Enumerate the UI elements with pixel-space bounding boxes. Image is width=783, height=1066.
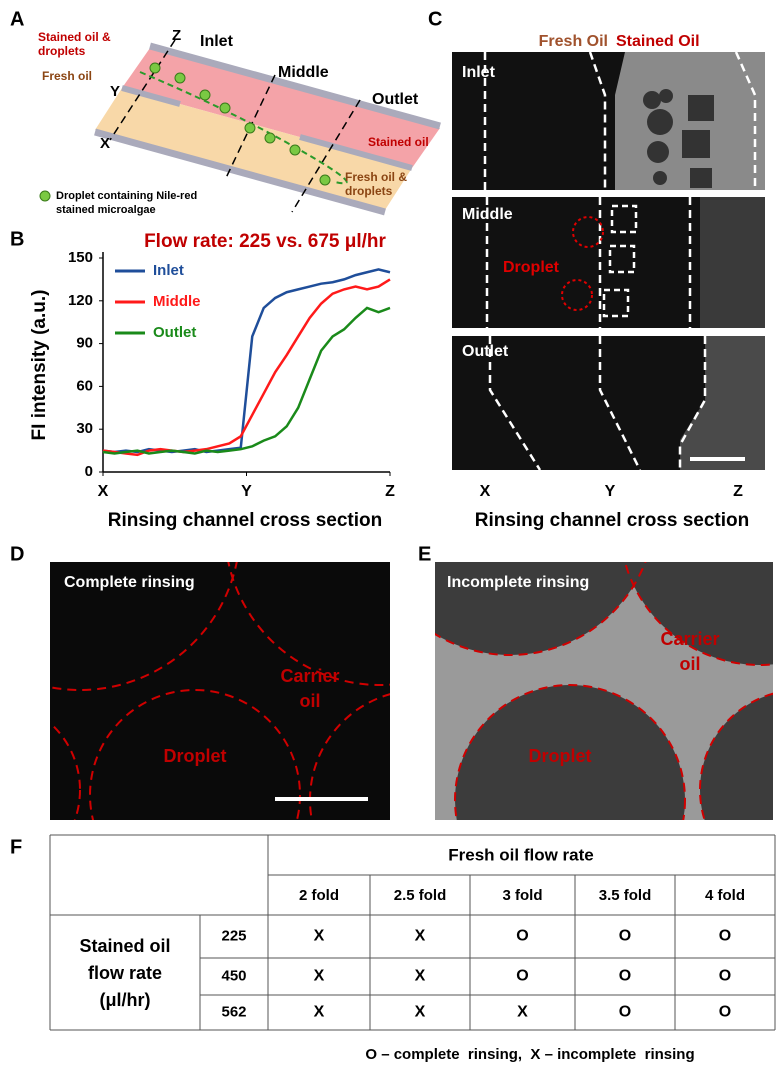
label: Outlet [462, 343, 509, 360]
x-tick-label: Z [385, 483, 395, 500]
label: Outlet [372, 91, 419, 108]
axis-label: X [480, 483, 491, 500]
label: Stained oil & [38, 30, 111, 44]
column-header: 3 fold [503, 887, 543, 904]
table-cell: O [619, 1004, 631, 1021]
table-cell: X [415, 968, 426, 985]
label: Middle [278, 64, 329, 81]
x-axis-title: Rinsing channel cross section [108, 510, 383, 531]
y-tick-label: 30 [76, 420, 93, 437]
table-cell: O [719, 968, 731, 985]
table-cell: X [314, 928, 325, 945]
label: Stained oil [368, 135, 429, 149]
panel-letter: B [10, 228, 24, 250]
panel-letter: A [10, 8, 24, 30]
label: Fresh Oil [539, 33, 608, 50]
table-cell: X [314, 1004, 325, 1021]
legend-label: Outlet [153, 324, 196, 341]
label: Stained Oil [616, 33, 700, 50]
label: Inlet [462, 64, 496, 81]
body: A B C D E F Stained oil & droplets Fresh… [0, 0, 783, 1066]
column-header: 3.5 fold [599, 887, 652, 904]
label: oil [680, 654, 701, 674]
table-cell: O [516, 928, 528, 945]
footnote: O – complete rinsing, X – incomplete rin… [365, 1046, 694, 1063]
axis-label: Y [605, 483, 616, 500]
x-tick-label: Y [241, 483, 252, 500]
row-label: 562 [221, 1003, 246, 1020]
table-cell: O [516, 968, 528, 985]
label: Z [172, 27, 181, 44]
x-tick-label: X [98, 483, 109, 500]
line-chart: Flow rate: 225 vs. 675 μl/hr Rinsing cha… [29, 231, 395, 531]
y-tick-label: 90 [76, 335, 93, 352]
group-header: Fresh oil flow rate [448, 845, 593, 864]
y-tick-label: 150 [68, 249, 93, 266]
row-label: 450 [221, 967, 246, 984]
row-label: 225 [221, 927, 246, 944]
panel-letter: C [428, 8, 442, 30]
label: X [100, 135, 110, 152]
label: droplets [345, 184, 393, 198]
label: Fresh oil & [345, 170, 407, 184]
label: Droplet containing Nile-red [56, 190, 197, 202]
panel-letter: E [418, 543, 431, 565]
axis-title: Rinsing channel cross section [475, 510, 750, 531]
column-header: 4 fold [705, 887, 745, 904]
label: oil [300, 691, 321, 711]
label: Droplet [529, 746, 592, 766]
label: Carrier [660, 629, 719, 649]
legend-label: Inlet [153, 262, 184, 279]
fluorescence-images: Fresh Oil Stained Oil Inlet Middle Outle… [452, 33, 765, 531]
label: Y [110, 83, 120, 100]
y-tick-label: 120 [68, 292, 93, 309]
axis-label: Z [733, 483, 743, 500]
label: Droplet [503, 259, 560, 276]
data-line [103, 279, 390, 454]
label: Carrier [280, 666, 339, 686]
table: Fresh oil flow rate 2 fold 2.5 fold 3 fold 3… [50, 835, 775, 1030]
label: Middle [462, 206, 513, 223]
y-tick-label: 0 [85, 463, 93, 480]
y-axis-title: FI intensity (a.u.) [29, 290, 50, 441]
table-cell: O [619, 968, 631, 985]
panel-letter: F [10, 836, 22, 858]
column-header: 2 fold [299, 887, 339, 904]
chart-title: Flow rate: 225 vs. 675 μl/hr [144, 231, 386, 252]
table-cell: O [719, 1004, 731, 1021]
label: Inlet [200, 33, 234, 50]
panel-letter: D [10, 543, 24, 565]
row-header: flow rate [88, 963, 162, 983]
label: Fresh oil [42, 69, 92, 83]
figure: A B C D E F Stained oil & droplets Fresh… [0, 0, 783, 1066]
label: Complete rinsing [64, 574, 195, 591]
label: Incomplete rinsing [447, 574, 589, 591]
label: Droplet [164, 746, 227, 766]
table-cell: O [719, 928, 731, 945]
legend-label: Middle [153, 293, 201, 310]
label: droplets [38, 44, 86, 58]
y-tick-label: 60 [76, 377, 93, 394]
page: Rinsing figure {"panel_letters": ["A", "… [0, 0, 783, 1066]
table-cell: O [619, 928, 631, 945]
label: stained microalgae [56, 204, 156, 216]
table-cell: X [517, 1004, 528, 1021]
table-cell: X [314, 968, 325, 985]
row-header: Stained oil [79, 936, 170, 956]
row-header: (μl/hr) [99, 990, 150, 1010]
column-header: 2.5 fold [394, 887, 447, 904]
table-cell: X [415, 1004, 426, 1021]
table-cell: X [415, 928, 426, 945]
